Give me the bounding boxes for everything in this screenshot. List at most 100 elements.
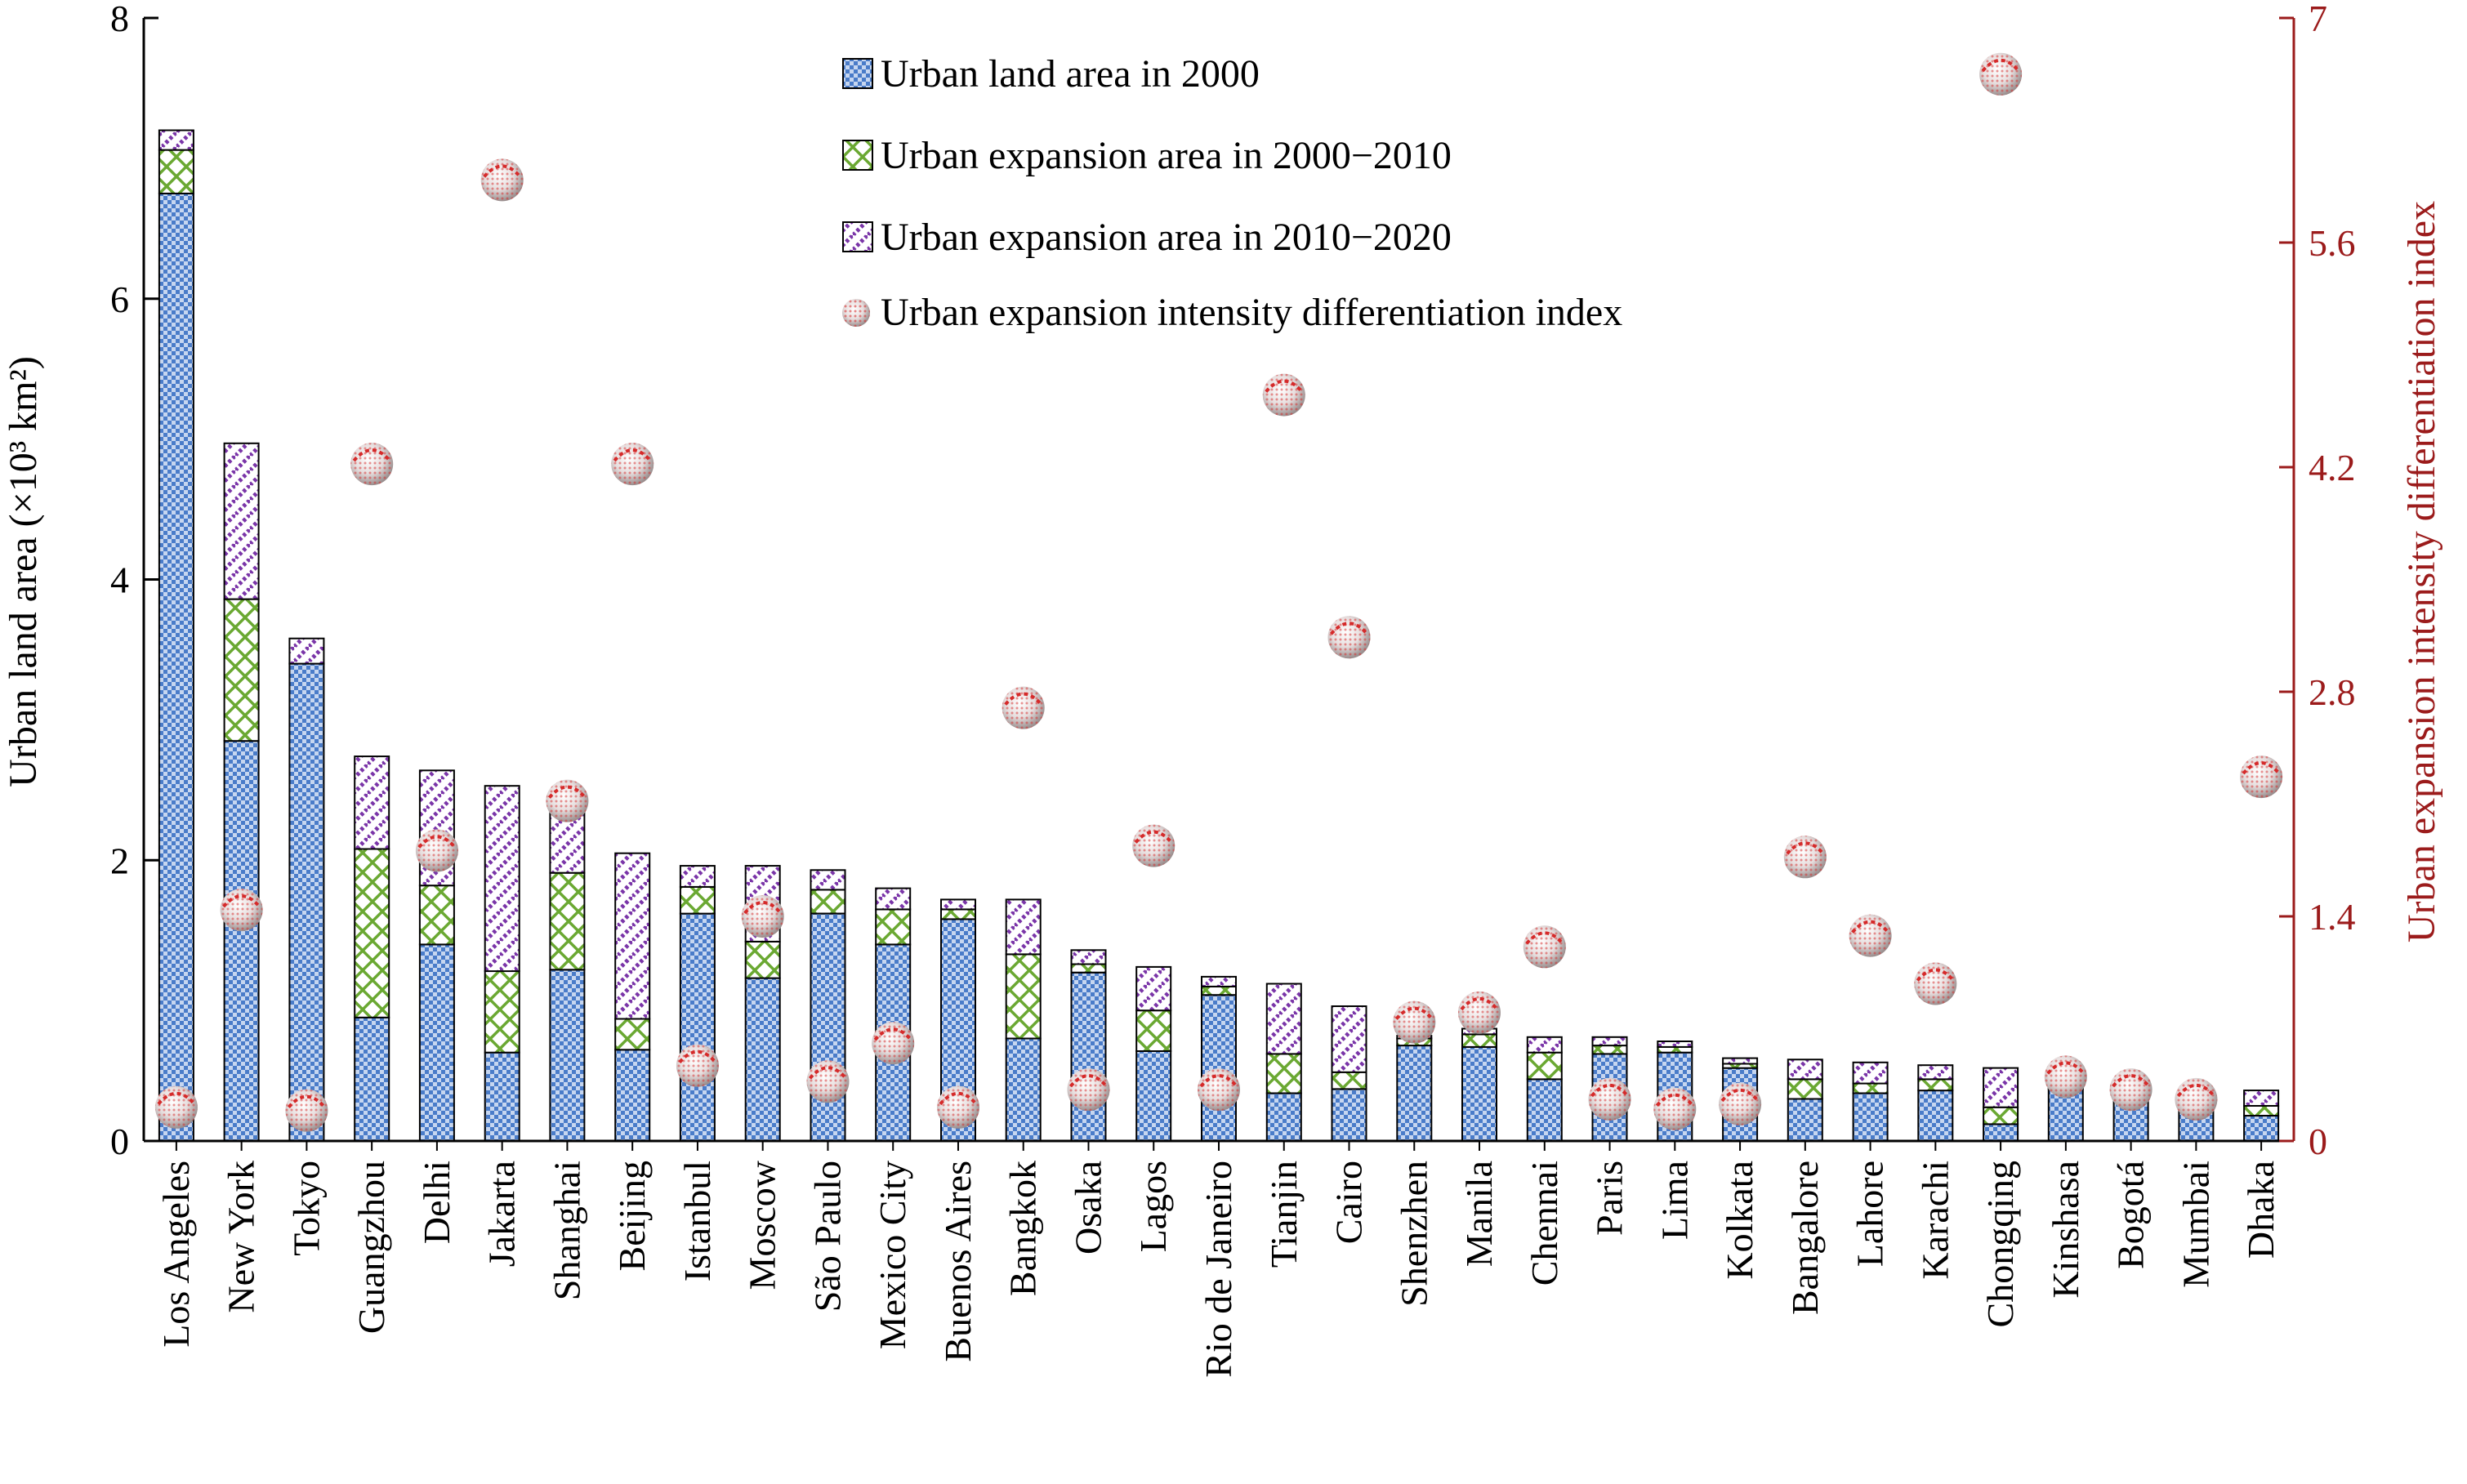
- x-tick-label: Kinshasa: [2045, 1161, 2086, 1299]
- x-tick-label: Mexico City: [872, 1161, 913, 1349]
- bar-2000: [1265, 1092, 1302, 1142]
- index-marker: [546, 779, 589, 822]
- bar-2000: [1135, 1050, 1172, 1142]
- bar-2000-2010: [875, 908, 912, 946]
- legend: Urban land area in 2000 Urban expansion …: [842, 52, 1622, 334]
- y-tick-label-right: 5.6: [2309, 222, 2356, 264]
- legend-item-index: Urban expansion intensity differentiatio…: [842, 291, 1622, 334]
- bar-2000: [1852, 1092, 1889, 1142]
- bar-2000-2010: [1331, 1071, 1367, 1090]
- bar-2010-2020: [1657, 1041, 1693, 1048]
- bar-2000-2010: [418, 885, 455, 946]
- x-tick-label: Chennai: [1523, 1161, 1565, 1286]
- bar-2000-2010: [158, 149, 194, 194]
- x-tick-label: Los Angeles: [155, 1161, 197, 1348]
- bar-2000-2010: [354, 848, 390, 1018]
- bar-2000: [1461, 1045, 1497, 1143]
- index-marker: [1914, 962, 1957, 1005]
- index-marker: [2175, 1077, 2218, 1121]
- y-tick-label-left: 6: [110, 279, 129, 320]
- x-tick-label: Paris: [1589, 1161, 1631, 1236]
- bar-2000-2010: [484, 970, 520, 1054]
- bar-2010-2020: [1526, 1036, 1563, 1054]
- y-tick-label-left: 0: [110, 1121, 129, 1162]
- bar-2000: [1787, 1098, 1823, 1143]
- legend-item-2000: Urban land area in 2000: [842, 52, 1260, 96]
- index-marker: [806, 1060, 850, 1103]
- bar-2000-2010: [1265, 1053, 1302, 1094]
- y-tick-label-left: 8: [110, 0, 129, 39]
- bar-2000: [1331, 1088, 1367, 1143]
- bar-2010-2020: [614, 852, 651, 1020]
- x-tick-label: Jakarta: [481, 1161, 523, 1267]
- index-marker: [1783, 836, 1827, 879]
- index-marker: [1653, 1087, 1697, 1130]
- bar-2010-2020: [1722, 1057, 1759, 1065]
- bar-2000: [418, 943, 455, 1143]
- y-tick-label-right: 0: [2309, 1121, 2327, 1162]
- bar-2010-2020: [1787, 1058, 1823, 1081]
- bar-2000: [1983, 1123, 2019, 1143]
- index-marker: [1198, 1068, 1240, 1112]
- legend-label-2000-2010: Urban expansion area in 2000−2010: [881, 134, 1452, 177]
- x-tick-label: Bangalore: [1784, 1161, 1826, 1315]
- index-marker: [1067, 1068, 1110, 1112]
- bar-2010-2020: [1265, 983, 1302, 1055]
- bar-2010-2020: [810, 869, 846, 891]
- index-marker: [415, 829, 458, 872]
- bar-2000: [810, 912, 846, 1142]
- bar-2000-2010: [1070, 963, 1107, 974]
- bar-2000-2010: [614, 1018, 651, 1051]
- bar-2000: [484, 1051, 520, 1142]
- bar-2000-2010: [549, 871, 586, 971]
- legend-item-2010-2020: Urban expansion area in 2010−2020: [842, 216, 1452, 259]
- bar-2010-2020: [1917, 1064, 1954, 1081]
- y-tick-label-right: 4.2: [2309, 447, 2356, 488]
- legend-label-index: Urban expansion intensity differentiatio…: [881, 291, 1622, 334]
- bar-2000: [549, 969, 586, 1143]
- index-marker: [1588, 1077, 1631, 1121]
- x-tick-label: New York: [221, 1161, 262, 1313]
- x-tick-label: Karachi: [1914, 1161, 1956, 1280]
- index-marker: [1327, 616, 1371, 659]
- x-tick-label: Lagos: [1132, 1161, 1174, 1252]
- x-tick-label: Rio de Janeiro: [1198, 1161, 1239, 1378]
- bar-2000: [1917, 1090, 1954, 1142]
- bar-2000-2010: [744, 940, 781, 979]
- index-marker: [154, 1085, 198, 1129]
- x-tick-label: Bogotá: [2110, 1161, 2152, 1269]
- legend-label-2000: Urban land area in 2000: [881, 52, 1260, 96]
- plot-axes: 0 2 4 6 8 0 1.4 2.8 4.2 5.6 7 Los Angeles New York To…: [110, 0, 2356, 1378]
- bar-2000: [679, 912, 716, 1142]
- bar-2010-2020: [158, 129, 194, 151]
- bar-2010-2020: [354, 755, 390, 850]
- bar-2000: [1201, 994, 1237, 1143]
- bar-2000: [354, 1016, 390, 1143]
- legend-item-2000-2010: Urban expansion area in 2000−2010: [842, 134, 1452, 177]
- bar-2000: [744, 977, 781, 1142]
- x-tick-label: Lahore: [1849, 1161, 1891, 1267]
- bar-2010-2020: [1852, 1061, 1889, 1085]
- bar-2000: [158, 192, 194, 1142]
- legend-swatch-2000-2010: [842, 140, 873, 171]
- plot-scatter: [154, 52, 2283, 1132]
- index-marker: [1979, 52, 2023, 96]
- bar-2000-2010: [223, 598, 260, 742]
- bar-2000-2010: [1591, 1045, 1628, 1055]
- bar-2000-2010: [1135, 1009, 1172, 1052]
- bar-2000: [223, 740, 260, 1142]
- index-marker: [1002, 686, 1045, 729]
- bar-2010-2020: [1135, 965, 1172, 1012]
- bar-2000-2010: [1787, 1078, 1823, 1100]
- bar-2010-2020: [940, 898, 976, 911]
- bar-2010-2020: [288, 637, 325, 665]
- bar-2000-2010: [679, 885, 716, 915]
- bar-2000-2010: [1201, 985, 1237, 996]
- x-tick-label: São Paulo: [807, 1161, 849, 1312]
- index-marker: [285, 1089, 328, 1132]
- index-marker: [1849, 914, 1892, 957]
- bar-2010-2020: [679, 865, 716, 888]
- y-tick-label-left: 2: [110, 840, 129, 881]
- y-tick-label-right: 7: [2309, 0, 2327, 39]
- x-tick-label: Moscow: [742, 1160, 783, 1290]
